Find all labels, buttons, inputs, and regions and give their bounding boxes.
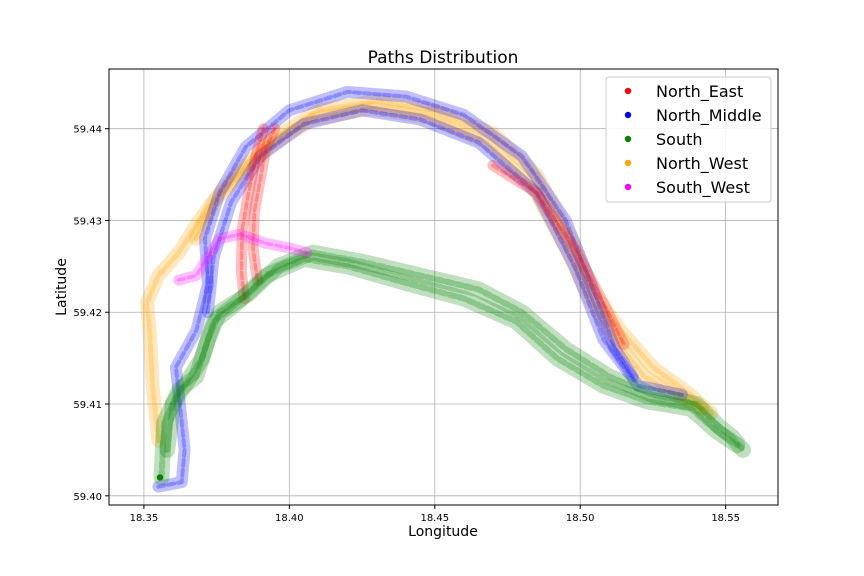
path-south-halo (153, 244, 752, 486)
x-tick-label: 18.45 (420, 513, 449, 524)
path-north-middle-halo (201, 104, 688, 401)
start-point-marker (156, 474, 164, 481)
legend-marker (624, 87, 632, 95)
path-south-west-halo (173, 228, 313, 286)
path-north-middle-halo (152, 85, 639, 493)
path-north-east-halo (487, 159, 630, 350)
x-axis-label: Longitude (408, 524, 478, 540)
y-axis-label: Latitude (54, 258, 70, 316)
path-north-middle-core (156, 89, 635, 489)
path-north-east-core (491, 163, 626, 347)
x-tick-label: 18.55 (711, 513, 740, 524)
legend-box (605, 76, 772, 203)
x-tick-label: 18.50 (566, 513, 595, 524)
y-tick-label: 59.44 (73, 125, 102, 136)
legend-label: North_Middle (656, 106, 762, 126)
path-south-halo (159, 251, 746, 458)
legend-marker (624, 111, 632, 119)
plot-data (139, 85, 752, 493)
path-north-east-halo (247, 123, 281, 286)
path-north-west-core (193, 106, 705, 412)
legend-label: South_West (656, 178, 750, 198)
path-south-core (164, 256, 741, 453)
legend-label: North_West (656, 154, 748, 174)
legend-label: North_East (656, 82, 743, 102)
legend: North_East North_Middle South North_West Sou… (605, 76, 772, 203)
legend-marker (624, 135, 632, 143)
chart-title: Paths Distribution (368, 48, 519, 68)
y-tick-label: 59.40 (73, 492, 102, 503)
y-tick-label: 59.42 (73, 308, 102, 319)
path-north-east-core (251, 126, 277, 282)
path-north-west-halo (189, 101, 710, 416)
plot-frame (108, 68, 779, 506)
path-south-west-core (177, 232, 309, 282)
legend-marker (624, 159, 632, 167)
path-north-west-core (144, 98, 714, 444)
path-north-middle-core (205, 108, 684, 397)
y-tick-label: 59.41 (73, 400, 102, 411)
path-north-west-halo (139, 94, 719, 448)
y-tick-label: 59.43 (73, 216, 102, 227)
x-tick-label: 18.35 (130, 513, 159, 524)
x-tick-label: 18.40 (275, 513, 304, 524)
y-ticks: 59.40 59.41 59.42 59.43 59.44 (73, 125, 109, 503)
legend-label: South (656, 130, 703, 149)
x-ticks: 18.35 18.40 18.45 18.50 18.55 (130, 505, 740, 524)
path-north-east-halo (235, 123, 269, 304)
path-north-east-core (239, 126, 265, 301)
legend-marker (624, 183, 632, 191)
path-south-core (158, 249, 747, 481)
